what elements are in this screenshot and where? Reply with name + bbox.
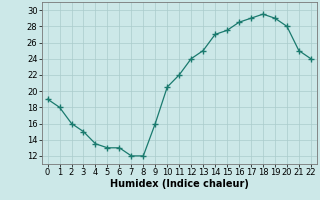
X-axis label: Humidex (Indice chaleur): Humidex (Indice chaleur) [110, 179, 249, 189]
